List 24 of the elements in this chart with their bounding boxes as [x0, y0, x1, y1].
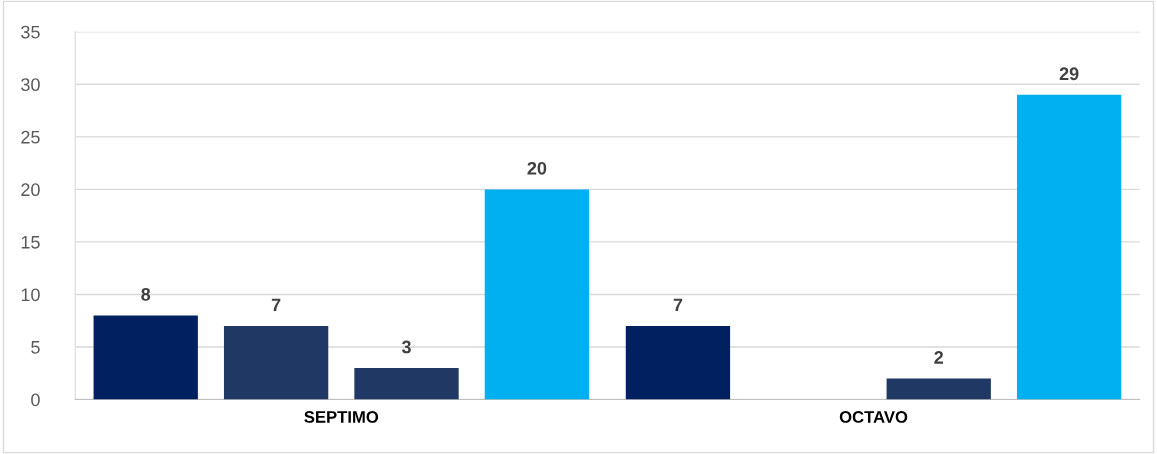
data-label: 29 — [1059, 67, 1079, 81]
y-tick-label: 15 — [21, 236, 40, 249]
y-tick-label: 25 — [21, 130, 40, 144]
bar — [484, 189, 590, 400]
data-label: 2 — [934, 351, 944, 364]
bar — [223, 325, 329, 400]
bar — [354, 368, 459, 400]
y-tick-label: 5 — [31, 341, 40, 354]
y-tick-label: 0 — [31, 393, 40, 407]
data-label: 7 — [673, 298, 683, 312]
bar — [93, 315, 198, 400]
data-label: 3 — [401, 340, 411, 354]
bar — [625, 325, 731, 400]
bar — [1016, 94, 1122, 400]
data-label: 7 — [271, 298, 281, 312]
x-tick-label: SEPTIMO — [304, 411, 379, 423]
y-tick-label: 30 — [21, 78, 40, 92]
data-label: 20 — [527, 161, 547, 175]
y-tick-label: 35 — [21, 25, 40, 39]
bar — [886, 378, 991, 400]
x-tick-label: OCTAVO — [839, 411, 908, 423]
data-label: 8 — [141, 288, 151, 301]
y-tick-label: 10 — [21, 288, 40, 302]
y-tick-label: 20 — [21, 183, 40, 197]
